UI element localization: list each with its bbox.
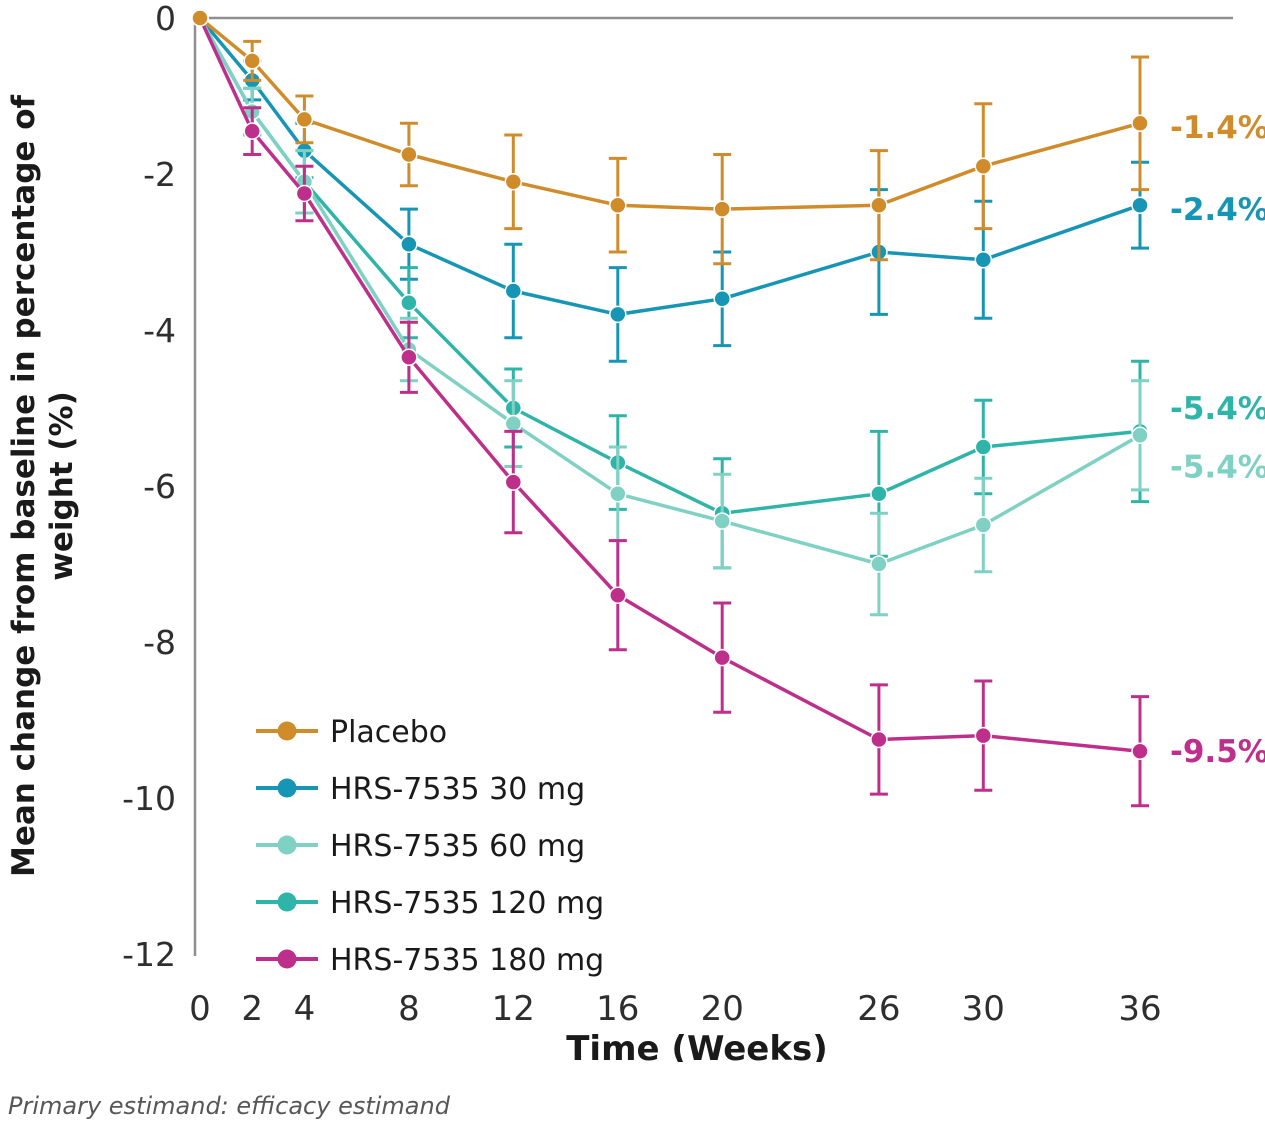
series-hrs-7535-30-mg: -2.4% [191, 9, 1265, 363]
svg-text:30: 30 [962, 989, 1005, 1029]
svg-text:2: 2 [241, 989, 263, 1029]
legend-item-placebo: Placebo [256, 715, 447, 750]
svg-text:20: 20 [701, 989, 744, 1029]
legend: Placebo HRS-7535 30 mg HRS-7535 60 mg HRS-7… [256, 715, 604, 978]
legend-item-hrs-7535-120-mg: HRS-7535 120 mg [256, 886, 604, 921]
end-label--5.4%: -5.4% [1170, 391, 1265, 427]
svg-text:HRS-7535 30 mg: HRS-7535 30 mg [330, 772, 585, 807]
y-axis-title: Mean change from baseline in percentage … [6, 95, 80, 877]
svg-text:8: 8 [398, 989, 420, 1029]
end-label--2.4%: -2.4% [1170, 192, 1265, 228]
svg-text:-4: -4 [143, 311, 176, 350]
x-tick-labels: 0 2 4 8 12 16 20 26 30 36 [189, 989, 1161, 1029]
svg-text:36: 36 [1118, 989, 1161, 1029]
svg-text:Placebo: Placebo [330, 715, 447, 750]
legend-item-hrs-7535-30-mg: HRS-7535 30 mg [256, 772, 585, 807]
svg-text:0: 0 [155, 0, 176, 38]
series-placebo: -1.4% [191, 9, 1265, 266]
svg-text:-6: -6 [143, 467, 176, 506]
series-hrs-7535-180-mg: -9.5% [191, 9, 1265, 808]
svg-text:-12: -12 [122, 935, 176, 974]
svg-text:12: 12 [492, 989, 535, 1029]
legend-item-hrs-7535-180-mg: HRS-7535 180 mg [256, 943, 604, 978]
axes [193, 12, 1233, 956]
svg-text:-8: -8 [143, 623, 176, 662]
svg-text:HRS-7535 180 mg: HRS-7535 180 mg [330, 943, 604, 978]
legend-item-hrs-7535-60-mg: HRS-7535 60 mg [256, 829, 585, 864]
y-tick-labels: 0 -2 -4 -6 -8 -10 -12 [122, 0, 176, 974]
svg-text:16: 16 [596, 989, 639, 1029]
end-label--5.4%: -5.4% [1170, 450, 1265, 486]
end-label--1.4%: -1.4% [1170, 110, 1265, 146]
end-label--9.5%: -9.5% [1170, 734, 1265, 770]
svg-text:weight (%): weight (%) [44, 391, 80, 581]
chart-footnote: Primary estimand: efficacy estimand [8, 1092, 450, 1120]
svg-text:4: 4 [294, 989, 316, 1029]
svg-text:Mean change from baseline in p: Mean change from baseline in percentage … [6, 95, 42, 877]
svg-text:-2: -2 [143, 155, 176, 194]
svg-text:HRS-7535 120 mg: HRS-7535 120 mg [330, 886, 604, 921]
x-axis-title: Time (Weeks) [566, 1029, 828, 1062]
svg-text:0: 0 [189, 989, 211, 1029]
series-hrs-7535-120-mg: -5.4% [191, 9, 1265, 570]
series-hrs-7535-60-mg: -5.4% [191, 9, 1265, 617]
svg-text:HRS-7535 60 mg: HRS-7535 60 mg [330, 829, 585, 864]
svg-text:26: 26 [857, 989, 900, 1029]
svg-text:-10: -10 [122, 779, 176, 818]
